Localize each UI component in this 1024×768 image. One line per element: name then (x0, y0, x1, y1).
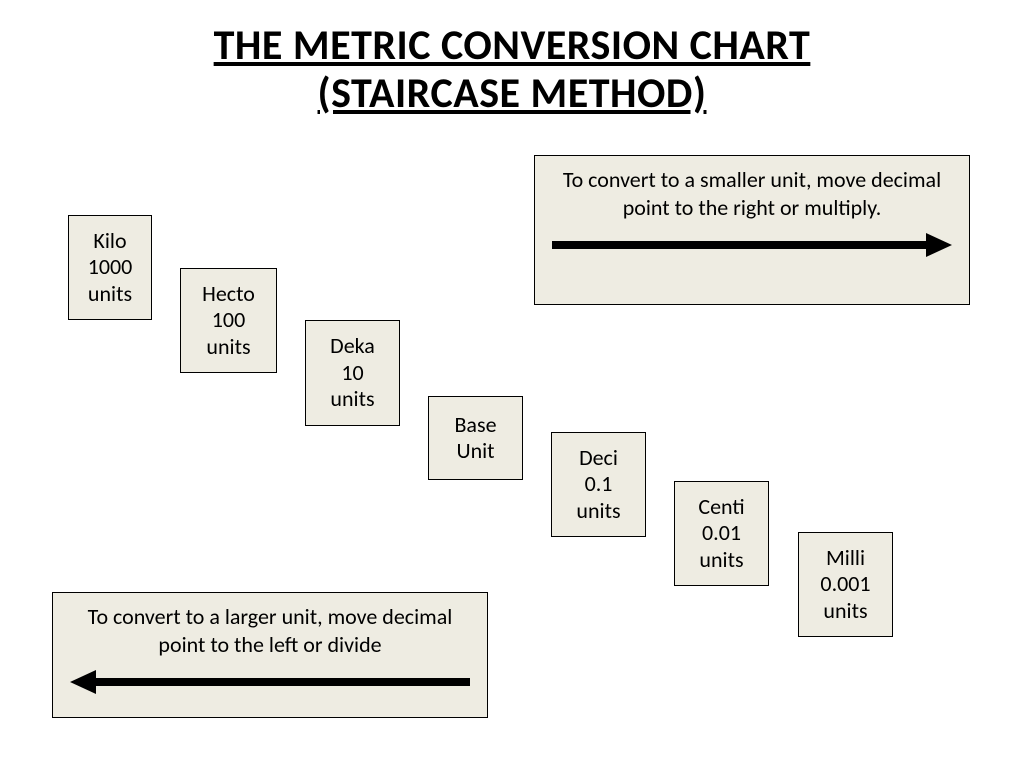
info-box-smaller-unit: To convert to a smaller unit, move decim… (534, 155, 970, 305)
staircase-step-deka: Deka10units (305, 320, 400, 426)
step-suffix: units (330, 386, 374, 412)
staircase-step-hecto: Hecto100units (180, 268, 277, 373)
title-line-2: (STAIRCASE METHOD) (318, 68, 707, 119)
step-value: 100 (212, 307, 245, 333)
step-value: 0.001 (820, 571, 870, 597)
step-name: Base (454, 412, 496, 438)
staircase-step-kilo: Kilo1000units (68, 215, 152, 320)
step-value: 0.01 (702, 520, 741, 546)
step-name: Milli (826, 545, 865, 571)
step-value: 0.1 (585, 471, 613, 497)
staircase-step-base: BaseUnit (428, 396, 523, 480)
info-larger-text: To convert to a larger unit, move decima… (71, 603, 469, 658)
page-title: THE METRIC CONVERSION CHART (STAIRCASE M… (0, 22, 1024, 119)
info-box-larger-unit: To convert to a larger unit, move decima… (52, 592, 488, 718)
staircase-step-deci: Deci0.1units (551, 432, 646, 537)
step-name: Deka (330, 333, 375, 359)
step-name: Deci (579, 445, 618, 471)
staircase-step-milli: Milli0.001units (798, 532, 893, 637)
step-name: Centi (698, 494, 744, 520)
step-name: Kilo (93, 228, 126, 254)
step-name: Hecto (202, 281, 255, 307)
info-smaller-text: To convert to a smaller unit, move decim… (553, 166, 951, 221)
step-suffix: units (206, 334, 250, 360)
title-line-1: THE METRIC CONVERSION CHART (214, 20, 811, 71)
step-value: 10 (341, 360, 363, 386)
staircase-step-centi: Centi0.01units (674, 481, 769, 586)
step-suffix: units (823, 598, 867, 624)
arrow-right-icon (552, 231, 952, 259)
step-value: Unit (456, 438, 494, 464)
step-suffix: units (88, 281, 132, 307)
step-value: 1000 (88, 254, 133, 280)
arrow-left-icon (70, 668, 470, 696)
step-suffix: units (699, 547, 743, 573)
step-suffix: units (576, 498, 620, 524)
